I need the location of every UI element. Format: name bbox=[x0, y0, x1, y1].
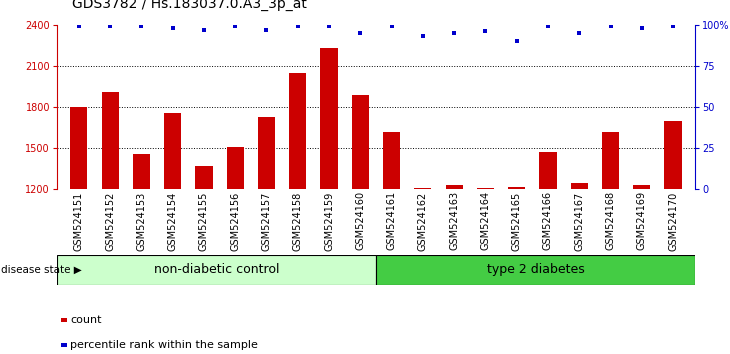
Text: type 2 diabetes: type 2 diabetes bbox=[487, 263, 584, 276]
Bar bbox=[414, 188, 431, 354]
Text: GSM524165: GSM524165 bbox=[512, 192, 522, 251]
Text: GSM524166: GSM524166 bbox=[543, 192, 553, 251]
Bar bbox=[477, 188, 494, 354]
Text: GSM524159: GSM524159 bbox=[324, 192, 334, 251]
Text: GSM524155: GSM524155 bbox=[199, 192, 209, 251]
Text: GSM524152: GSM524152 bbox=[105, 192, 115, 251]
Bar bbox=[101, 92, 119, 354]
FancyBboxPatch shape bbox=[57, 255, 376, 285]
Point bbox=[511, 38, 523, 44]
Point bbox=[604, 24, 616, 29]
Text: GDS3782 / Hs.183037.0.A3_3p_at: GDS3782 / Hs.183037.0.A3_3p_at bbox=[72, 0, 307, 11]
Text: GSM524157: GSM524157 bbox=[261, 192, 272, 251]
Point bbox=[385, 24, 397, 29]
Bar bbox=[164, 113, 181, 354]
Point bbox=[667, 24, 679, 29]
Text: GSM524167: GSM524167 bbox=[575, 192, 584, 251]
FancyBboxPatch shape bbox=[376, 255, 695, 285]
Point bbox=[104, 24, 116, 29]
Bar bbox=[571, 183, 588, 354]
Bar bbox=[383, 132, 400, 354]
Text: GSM524161: GSM524161 bbox=[387, 192, 396, 251]
Point bbox=[417, 34, 429, 39]
Bar bbox=[133, 154, 150, 354]
Text: GSM524170: GSM524170 bbox=[668, 192, 678, 251]
Point bbox=[542, 24, 554, 29]
Bar bbox=[602, 132, 619, 354]
Bar bbox=[320, 48, 338, 354]
Point bbox=[261, 27, 272, 33]
Text: GSM524168: GSM524168 bbox=[605, 192, 615, 251]
Bar bbox=[352, 95, 369, 354]
Text: percentile rank within the sample: percentile rank within the sample bbox=[70, 340, 258, 350]
Bar bbox=[70, 107, 88, 354]
Text: GSM524156: GSM524156 bbox=[230, 192, 240, 251]
Point bbox=[573, 30, 585, 36]
Bar bbox=[633, 185, 650, 354]
Bar bbox=[196, 166, 212, 354]
Text: GSM524163: GSM524163 bbox=[449, 192, 459, 251]
Point bbox=[636, 25, 648, 31]
Point bbox=[167, 25, 179, 31]
Text: GSM524153: GSM524153 bbox=[137, 192, 147, 251]
Point bbox=[198, 27, 210, 33]
Point bbox=[480, 29, 491, 34]
Text: GSM524158: GSM524158 bbox=[293, 192, 303, 251]
Point bbox=[136, 24, 147, 29]
Text: GSM524164: GSM524164 bbox=[480, 192, 491, 251]
Text: GSM524162: GSM524162 bbox=[418, 192, 428, 251]
Point bbox=[229, 24, 241, 29]
Text: GSM524154: GSM524154 bbox=[168, 192, 177, 251]
Bar bbox=[226, 147, 244, 354]
Point bbox=[292, 24, 304, 29]
Bar bbox=[508, 187, 526, 354]
Point bbox=[448, 30, 460, 36]
Point bbox=[323, 24, 335, 29]
Point bbox=[355, 30, 366, 36]
Bar bbox=[445, 185, 463, 354]
Text: count: count bbox=[70, 315, 102, 325]
Text: GSM524151: GSM524151 bbox=[74, 192, 84, 251]
Bar bbox=[289, 73, 307, 354]
Bar bbox=[539, 152, 556, 354]
Text: GSM524169: GSM524169 bbox=[637, 192, 647, 251]
Text: GSM524160: GSM524160 bbox=[356, 192, 365, 251]
Point bbox=[73, 24, 85, 29]
Bar bbox=[258, 117, 275, 354]
Text: disease state ▶: disease state ▶ bbox=[1, 265, 82, 275]
Text: non-diabetic control: non-diabetic control bbox=[154, 263, 279, 276]
Bar bbox=[664, 121, 682, 354]
